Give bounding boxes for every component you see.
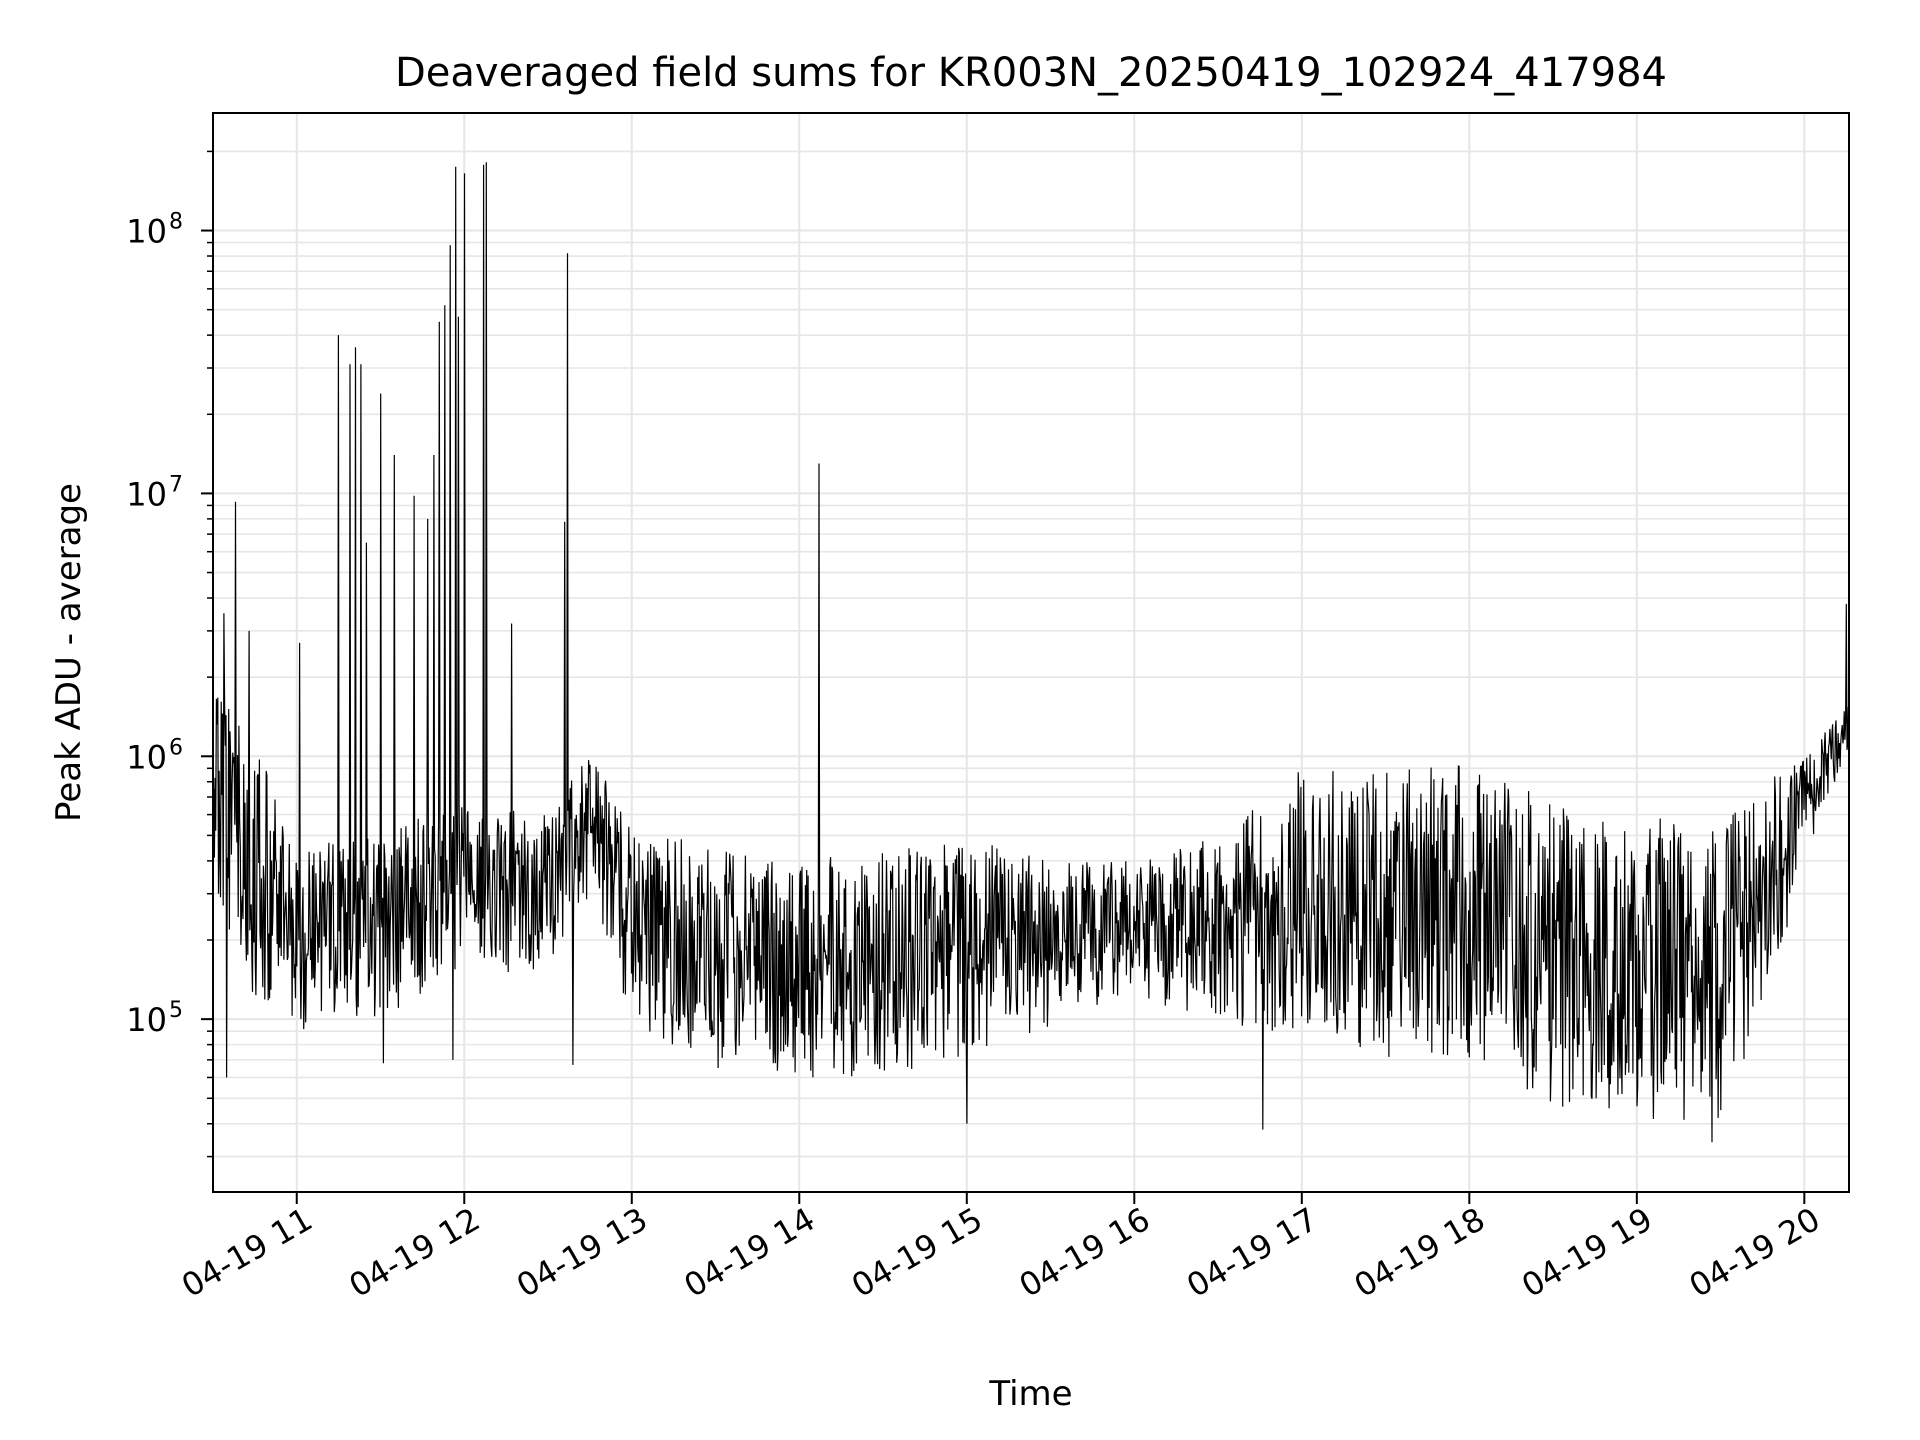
y-tick-exponent: 7 [169, 472, 183, 497]
y-tick-label: 10 [126, 475, 167, 513]
y-tick-label: 10 [126, 1001, 167, 1039]
x-axis-label: Time [988, 1374, 1072, 1414]
chart-title: Deaveraged field sums for KR003N_2025041… [395, 50, 1667, 96]
y-tick-exponent: 5 [169, 998, 183, 1023]
y-tick-exponent: 6 [169, 735, 183, 760]
plot-frame [212, 112, 1850, 1193]
data-series [212, 162, 1850, 1143]
y-tick-label: 10 [126, 738, 167, 776]
y-tick-exponent: 8 [169, 210, 183, 235]
series-line [212, 162, 1850, 1143]
y-tick-label: 10 [126, 213, 167, 251]
y-axis-label: Peak ADU - average [49, 483, 89, 822]
